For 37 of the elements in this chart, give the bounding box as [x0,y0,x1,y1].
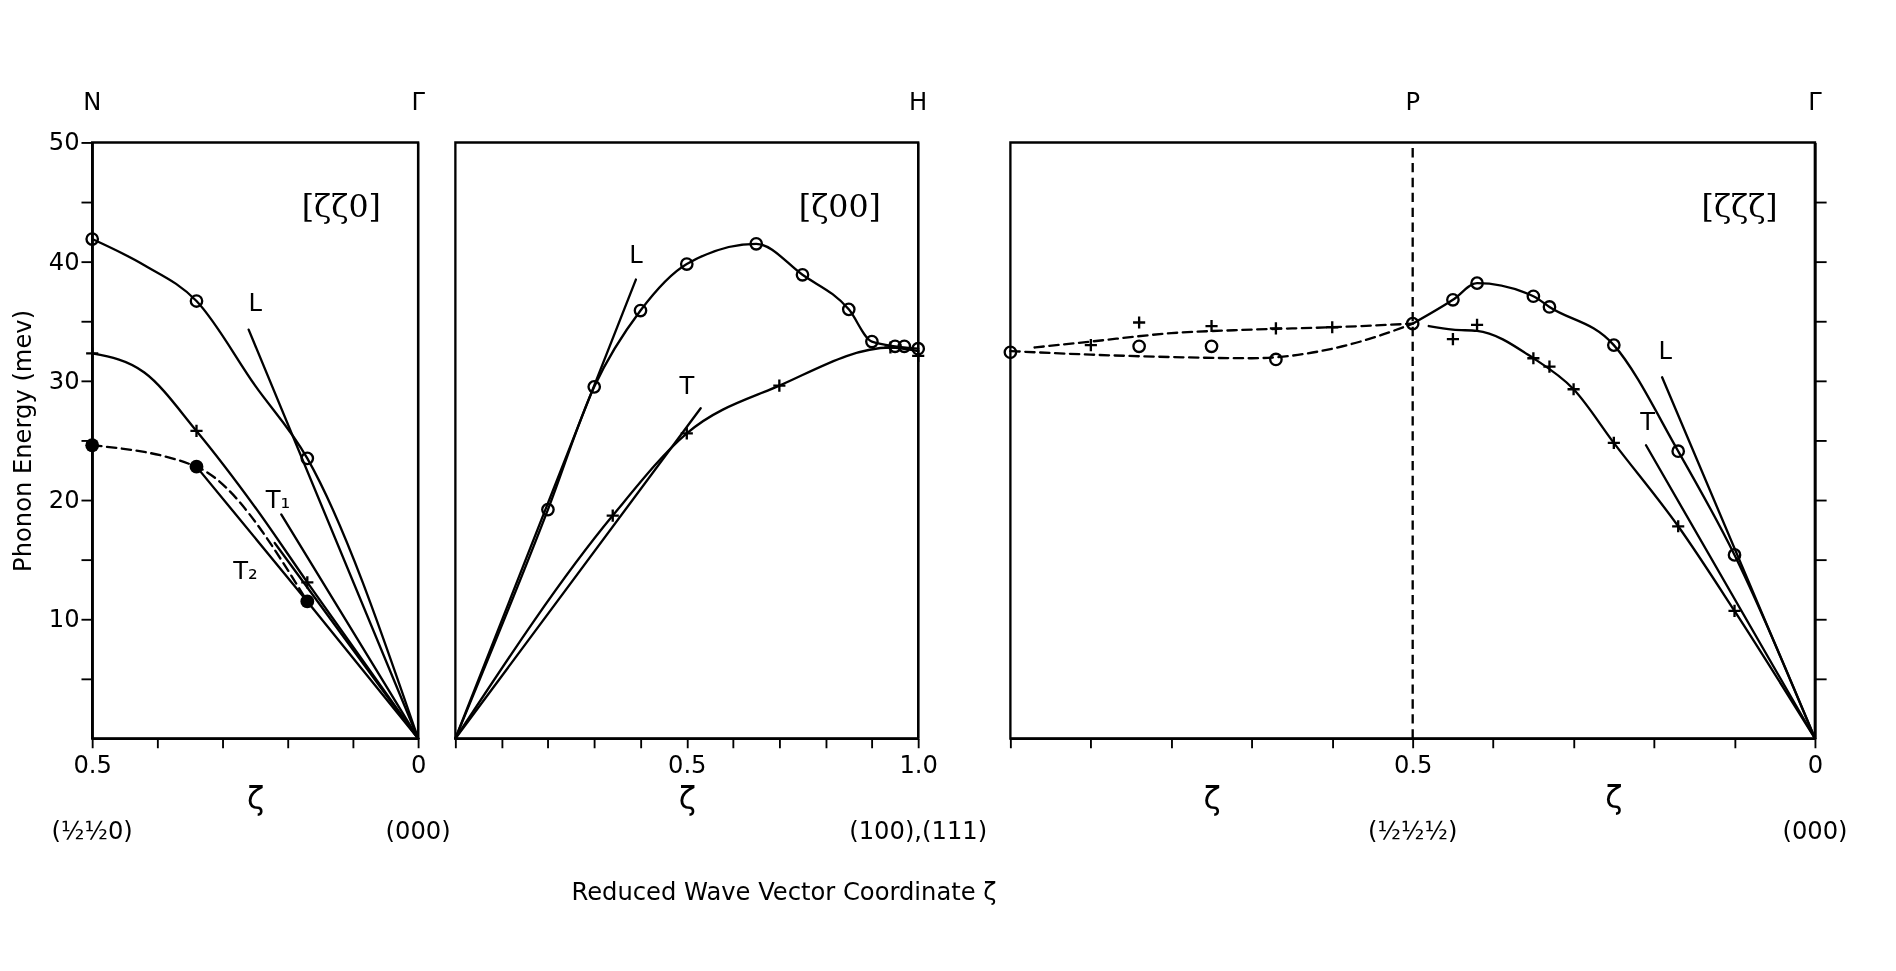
text: ζ [1605,779,1623,816]
ref-line-label: H [909,87,928,116]
annotation: [ζζζ] [1701,188,1778,225]
y-tick-label: 30 [48,366,80,395]
annotation: L [1658,336,1673,365]
annotation: L [248,288,263,317]
x-tick-label: 0 [410,751,427,780]
x-axis-title: ζ [247,779,265,816]
y-tick-label: 20 [48,485,80,514]
text: (½½0) [51,817,133,846]
x-axis-title: ζ [1203,779,1221,816]
text: (½½½) [1368,817,1458,846]
x-tick-label: 1.0 [899,751,938,780]
x-tick-label: 0 [1807,751,1824,780]
annotation: T₁ [264,485,291,514]
text: (000) [1782,817,1848,846]
annotation: T [1639,408,1656,437]
annotation: [ζ00] [798,188,881,225]
x-tick-label: 0.5 [668,751,707,780]
annotation: T [678,372,695,401]
annotation: [ζζ0] [301,188,381,225]
text: (000) [385,817,451,846]
ref-line-label: Γ [1808,87,1823,116]
annotation: L [629,241,644,270]
y-axis-title: Phonon Energy (mev) [9,309,38,572]
ref-line-label: P [1405,87,1420,116]
x-axis-title: ζ [678,779,696,816]
annotation: T₂ [232,557,258,586]
y-tick-label: 10 [48,605,80,634]
x-tick-label: 0.5 [1393,751,1433,780]
text: (100),(111) [849,817,988,846]
x-tick-label: 0.5 [73,751,112,780]
text: Reduced Wave Vector Coordinate ζ [571,877,997,906]
y-tick-label: 50 [48,128,80,157]
ref-line-label: Γ [411,87,426,116]
y-tick-label: 40 [48,247,80,276]
ref-line-label: N [83,87,102,116]
